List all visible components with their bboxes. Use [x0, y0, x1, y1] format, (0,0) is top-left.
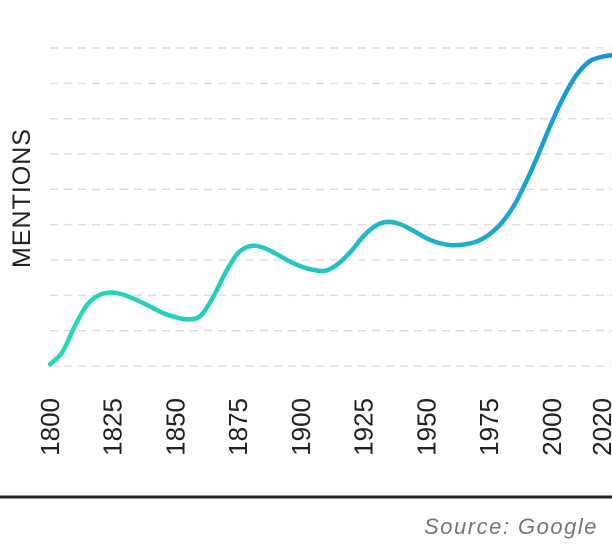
gridlines	[50, 47, 612, 367]
x-tick-label: 1975	[474, 398, 504, 456]
x-axis-ticks: 1800 1825 1850 1875 1900 1925 1950 1975 2000 2020	[35, 398, 612, 456]
x-tick-label: 1875	[223, 398, 253, 456]
series-line	[47, 52, 612, 367]
x-tick-label: 1850	[160, 398, 190, 456]
x-tick-label: 2000	[537, 398, 567, 456]
x-tick-label: 1950	[411, 398, 441, 456]
source-note: Source: Google	[424, 514, 598, 539]
x-tick-label: 1900	[286, 398, 316, 456]
x-tick-label: 1825	[98, 398, 128, 456]
x-tick-label: 1925	[349, 398, 379, 456]
x-tick-label: 1800	[35, 398, 65, 456]
y-axis-label: MENTIONS	[8, 128, 36, 268]
x-tick-label: 2020	[587, 398, 612, 456]
